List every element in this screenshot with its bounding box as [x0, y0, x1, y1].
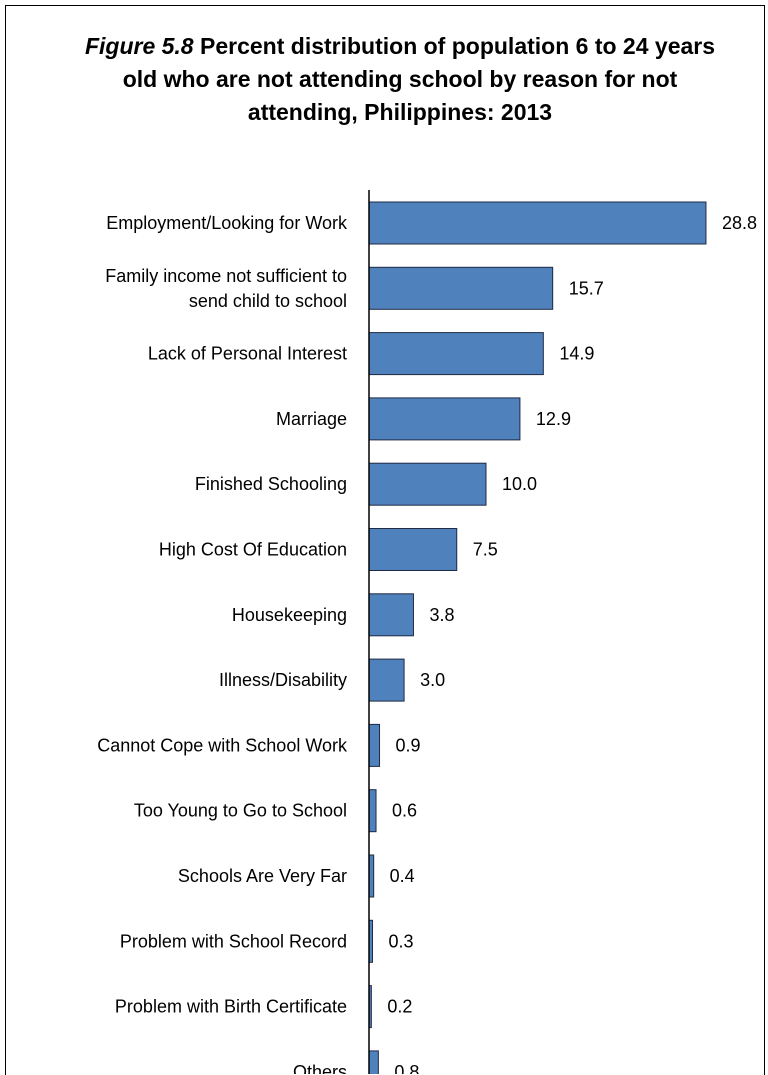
category-label: Cannot Cope with School Work	[97, 735, 348, 755]
category-label: Lack of Personal Interest	[148, 344, 347, 364]
category-label: Employment/Looking for Work	[106, 213, 348, 233]
category-label: Family income not sufficient to send chil…	[105, 266, 347, 311]
value-label: 3.0	[420, 670, 445, 690]
category-label: Marriage	[276, 409, 347, 429]
value-label: 10.0	[502, 474, 537, 494]
value-label: 0.2	[387, 997, 412, 1017]
bars-group	[368, 201, 707, 1074]
value-labels-group: 28.8 15.7 14.9 12.9 10.0 7.5 3.8 3.0 0.9 0.6 0.4 0.…	[387, 213, 757, 1074]
bar	[368, 789, 377, 833]
value-label: 0.9	[396, 735, 421, 755]
bar	[368, 462, 487, 506]
bar	[368, 332, 544, 376]
value-label: 7.5	[473, 540, 498, 560]
value-label: 15.7	[569, 278, 604, 298]
value-label: 0.4	[390, 866, 415, 886]
bar	[368, 1050, 379, 1074]
value-label: 3.8	[429, 605, 454, 625]
chart-title: Figure 5.8 Percent distribution of popul…	[70, 30, 730, 129]
bar	[368, 593, 414, 637]
category-label: Housekeeping	[232, 605, 347, 625]
category-labels-group: Employment/Looking for Work Family income…	[97, 213, 348, 1074]
category-label: High Cost Of Education	[159, 540, 347, 560]
category-label: Schools Are Very Far	[178, 866, 347, 886]
bar	[368, 723, 381, 767]
value-label: 14.9	[559, 344, 594, 364]
value-label: 0.6	[392, 801, 417, 821]
value-label: 12.9	[536, 409, 571, 429]
chart-title-text: Percent distribution of population 6 to …	[122, 33, 716, 125]
category-label: Problem with School Record	[120, 931, 347, 951]
value-label: 28.8	[722, 213, 757, 233]
value-label: 0.8	[394, 1062, 419, 1074]
chart-frame	[5, 5, 765, 1075]
figure-number: Figure 5.8	[84, 33, 194, 59]
bar	[368, 658, 405, 702]
category-label: Problem with Birth Certificate	[115, 997, 347, 1017]
value-label: 0.3	[389, 931, 414, 951]
bar	[368, 528, 458, 571]
category-label: Finished Schooling	[195, 474, 347, 494]
bar	[368, 266, 554, 310]
category-label: Too Young to Go to School	[134, 801, 347, 821]
bar	[368, 397, 521, 441]
category-label: Others	[293, 1062, 347, 1074]
category-label: Illness/Disability	[219, 670, 347, 690]
bar	[368, 201, 707, 245]
